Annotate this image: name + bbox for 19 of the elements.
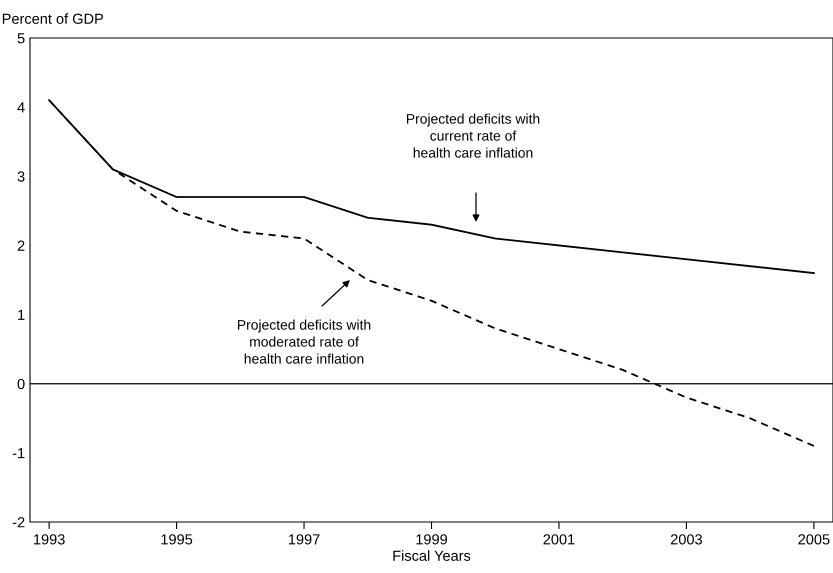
y-tick-label: -1 [12, 448, 24, 458]
y-tick-label: 3 [18, 171, 24, 182]
y-tick-label: 4 [17, 102, 25, 112]
annotation: Projected deficits with moderated rate of health care inflation [238, 320, 370, 364]
y-tick-label: 0 [18, 378, 25, 390]
y-tick-label: -2 [12, 517, 24, 528]
y-axis-title: Percent of GDP [2, 13, 104, 24]
y-tick-label: 1 [18, 310, 24, 320]
y-tick-label: 5 [18, 33, 25, 44]
x-axis-title: Fiscal Years [393, 550, 470, 561]
x-tick-label: 2003 [670, 534, 702, 545]
x-tick-label: 1997 [288, 534, 320, 545]
x-tick-label: 1993 [34, 534, 65, 545]
x-tick-label: 1995 [161, 534, 192, 545]
x-tick-label: 2005 [798, 534, 830, 545]
annotation: Projected deficits with current rate of health care inflation [406, 114, 540, 158]
x-tick-label: 2001 [543, 534, 574, 545]
y-tick-label: 2 [18, 240, 24, 251]
x-tick-label: 1999 [416, 534, 448, 545]
